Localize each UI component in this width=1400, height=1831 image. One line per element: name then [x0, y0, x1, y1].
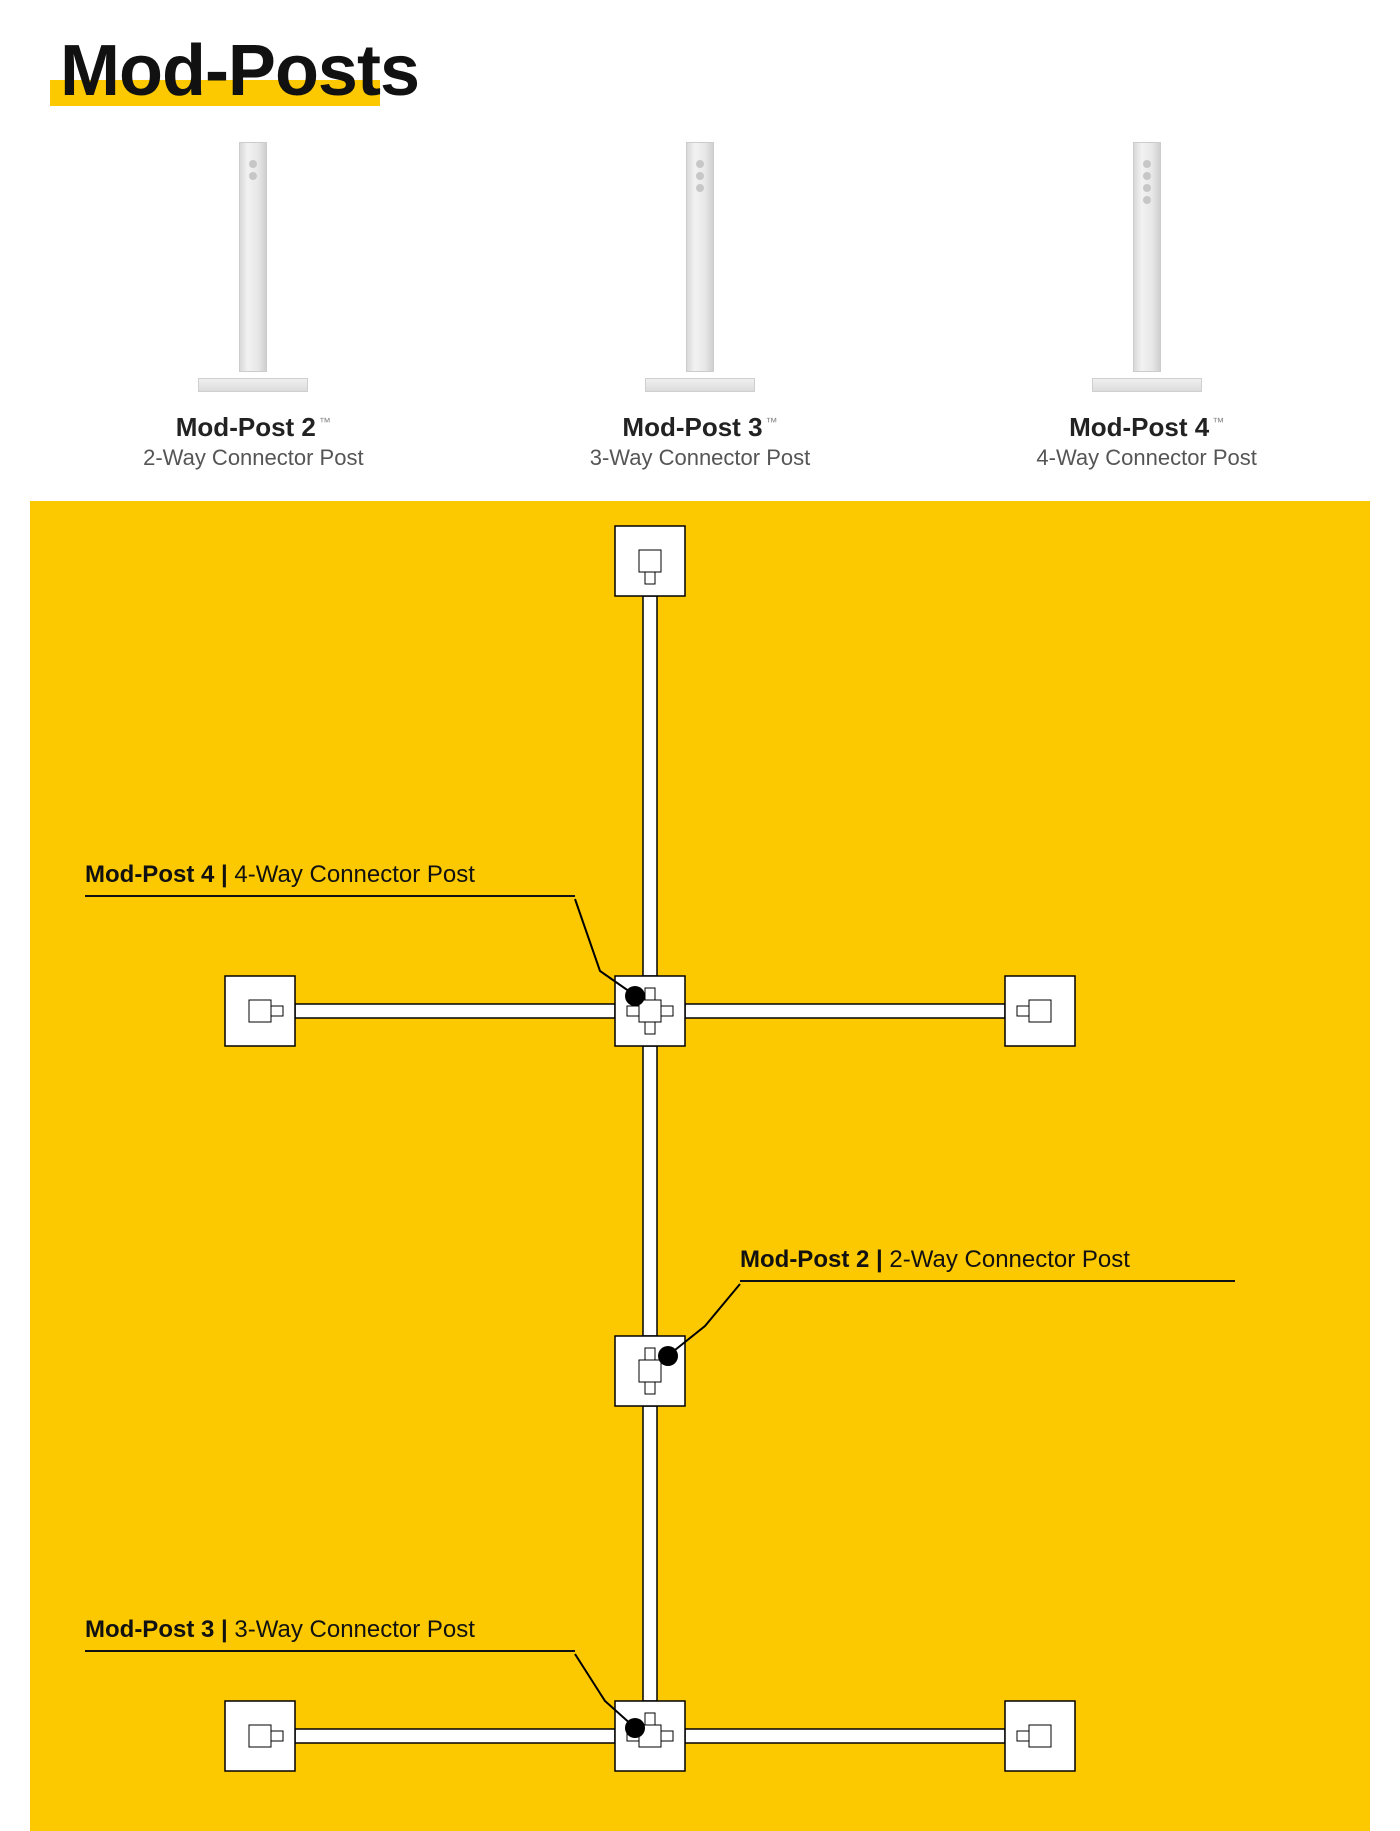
page-title: Mod-Posts	[60, 30, 419, 112]
product-card: Mod-Post 2™ 2-Way Connector Post	[32, 142, 474, 471]
post-illustration	[640, 142, 760, 392]
product-name: Mod-Post 3™	[479, 412, 921, 443]
product-card: Mod-Post 3™ 3-Way Connector Post	[479, 142, 921, 471]
page-title-wrap: Mod-Posts	[60, 30, 419, 112]
product-subtitle: 3-Way Connector Post	[479, 445, 921, 471]
diagram-callout: Mod-Post 2 | 2-Way Connector Post	[740, 1246, 1235, 1282]
product-name: Mod-Post 2™	[32, 412, 474, 443]
product-name: Mod-Post 4™	[926, 412, 1368, 443]
post-illustration	[1087, 142, 1207, 392]
post-illustration	[193, 142, 313, 392]
product-subtitle: 4-Way Connector Post	[926, 445, 1368, 471]
connection-diagram: Mod-Post 4 | 4-Way Connector Post Mod-Pos…	[30, 501, 1370, 1831]
product-row: Mod-Post 2™ 2-Way Connector Post Mod-Pos…	[30, 142, 1370, 471]
diagram-callout: Mod-Post 4 | 4-Way Connector Post	[85, 861, 575, 897]
diagram-callout: Mod-Post 3 | 3-Way Connector Post	[85, 1616, 575, 1652]
product-card: Mod-Post 4™ 4-Way Connector Post	[926, 142, 1368, 471]
product-subtitle: 2-Way Connector Post	[32, 445, 474, 471]
